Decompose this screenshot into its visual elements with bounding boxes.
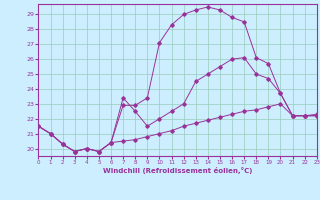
X-axis label: Windchill (Refroidissement éolien,°C): Windchill (Refroidissement éolien,°C) — [103, 167, 252, 174]
